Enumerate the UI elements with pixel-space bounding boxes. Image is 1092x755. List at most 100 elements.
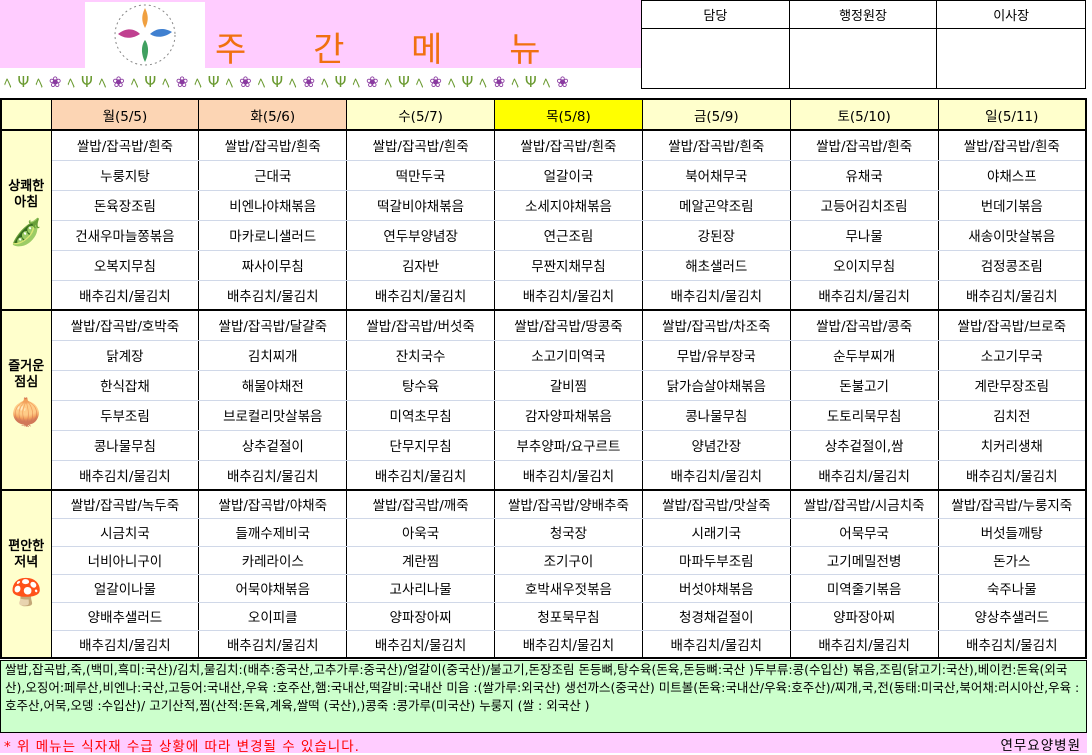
menu-item: 갈비찜 <box>494 370 643 401</box>
menu-row: 얼갈이나물 어묵야채볶음 고사리나물 호박새우젓볶음 버섯야채볶음 미역줄기볶음 숙주나물 <box>1 574 1087 603</box>
menu-item: 고기메밀전병 <box>789 546 939 575</box>
menu-item: 양배추샐러드 <box>50 602 200 631</box>
approval-label: 이사장 <box>937 1 1085 29</box>
menu-item: 청국장 <box>494 518 643 547</box>
menu-item: 쌀밥/잡곡밥/흰죽 <box>50 130 200 161</box>
menu-item: 얼갈이나물 <box>50 574 200 603</box>
approval-sign-box[interactable] <box>642 29 790 88</box>
menu-row: 오복지무침 짜사이무침 김자반 무짠지채무침 해초샐러드 오이지무침 검정콩조림 <box>1 250 1087 281</box>
menu-item: 너비아니구이 <box>50 546 200 575</box>
menu-item: 누룽지탕 <box>50 160 200 191</box>
menu-row: 돈육장조림 비엔나야채볶음 떡갈비야채볶음 소세지야채볶음 메알곤약조림 고등어김치조림 번… <box>1 190 1087 221</box>
menu-item: 양파장아찌 <box>346 602 496 631</box>
mushroom-icon: 🍄 <box>10 578 43 608</box>
day-header: 화(5/6) <box>198 98 348 131</box>
menu-item: 순두부찌개 <box>789 340 939 371</box>
menu-item: 소고기미역국 <box>494 340 643 371</box>
menu-item: 비엔나야채볶음 <box>198 190 348 221</box>
menu-item: 소세지야채볶음 <box>494 190 643 221</box>
menu-item: 계란찜 <box>346 546 496 575</box>
meal-label-text: 즐거운 <box>8 359 45 374</box>
menu-item: 쌀밥/잡곡밥/야채죽 <box>198 490 348 519</box>
menu-item: 배추김치/물김치 <box>198 630 348 659</box>
approval-label: 행정원장 <box>789 1 938 29</box>
menu-item: 쌀밥/잡곡밥/브로죽 <box>937 310 1087 341</box>
menu-item: 호박새우젓볶음 <box>494 574 643 603</box>
approval-sign-box[interactable] <box>790 29 938 88</box>
menu-item: 배추김치/물김치 <box>641 630 791 659</box>
hospital-logo <box>85 2 205 68</box>
menu-item: 해물야채전 <box>198 370 348 401</box>
meal-label-text: 저녁 <box>14 555 39 570</box>
menu-row: 양배추샐러드 오이피클 양파장아찌 청포묵무침 청경채겉절이 양파장아찌 양상추샐러드 <box>1 602 1087 631</box>
day-header: 일(5/11) <box>937 98 1087 131</box>
menu-row: 시금치국 들깨수제비국 아욱국 청국장 시래기국 어묵무국 버섯들깨탕 <box>1 518 1087 547</box>
menu-item: 떡갈비야채볶음 <box>346 190 496 221</box>
menu-item: 배추김치/물김치 <box>494 630 643 659</box>
menu-item: 시래기국 <box>641 518 791 547</box>
menu-row: 닭계장 김치찌개 잔치국수 소고기미역국 무밥/유부장국 순두부찌개 소고기무국 <box>1 340 1087 371</box>
menu-item: 쌀밥/잡곡밥/달걀죽 <box>198 310 348 341</box>
menu-item: 배추김치/물김치 <box>50 630 200 659</box>
menu-item: 돈육장조림 <box>50 190 200 221</box>
menu-item: 배추김치/물김치 <box>789 460 939 491</box>
meal-label-text: 아침 <box>14 195 39 210</box>
menu-item: 마카로니샐러드 <box>198 220 348 251</box>
day-header-row: 월(5/5) 화(5/6) 수(5/7) 목(5/8) 금(5/9) 토(5/10) 일(5… <box>0 98 1087 131</box>
menu-item: 근대국 <box>198 160 348 191</box>
menu-item: 떡만두국 <box>346 160 496 191</box>
menu-item: 치커리생채 <box>937 430 1087 461</box>
day-header: 토(5/10) <box>789 98 939 131</box>
menu-item: 새송이맛살볶음 <box>937 220 1087 251</box>
menu-item: 아욱국 <box>346 518 496 547</box>
menu-item: 쌀밥/잡곡밥/깨죽 <box>346 490 496 519</box>
menu-item: 숙주나물 <box>937 574 1087 603</box>
menu-item: 해초샐러드 <box>641 250 791 281</box>
menu-item: 청경채겉절이 <box>641 602 791 631</box>
menu-item: 무짠지채무침 <box>494 250 643 281</box>
menu-item: 들깨수제비국 <box>198 518 348 547</box>
menu-item: 고등어김치조림 <box>789 190 939 221</box>
menu-item: 상추겉절이 <box>198 430 348 461</box>
weekly-menu-table: 월(5/5) 화(5/6) 수(5/7) 목(5/8) 금(5/9) 토(5/10) 일(5… <box>0 98 1087 659</box>
menu-item: 짜사이무침 <box>198 250 348 281</box>
onion-icon: 🧅 <box>10 398 43 428</box>
menu-item: 무밥/유부장국 <box>641 340 791 371</box>
page-title: 주 간 메 뉴 <box>215 30 569 70</box>
menu-item: 배추김치/물김치 <box>789 630 939 659</box>
menu-item: 무나물 <box>789 220 939 251</box>
menu-item: 얼갈이국 <box>494 160 643 191</box>
menu-row: 두부조림 브로컬리맛살볶음 미역초무침 감자양파채볶음 콩나물무침 도토리묵무침 김치전 <box>1 400 1087 431</box>
menu-item: 닭가슴살야채볶음 <box>641 370 791 401</box>
menu-item: 어묵무국 <box>789 518 939 547</box>
menu-item: 양파장아찌 <box>789 602 939 631</box>
menu-item: 단무지무침 <box>346 430 496 461</box>
menu-row: 너비아니구이 카레라이스 계란찜 조기구이 마파두부조림 고기메밀전병 돈가스 <box>1 546 1087 575</box>
menu-item: 탕수육 <box>346 370 496 401</box>
menu-item: 콩나물무침 <box>50 430 200 461</box>
pea-pod-icon: 🫛 <box>10 218 43 248</box>
origin-note: 쌀밥,잡곡밥,죽,(백미,흑미:국산)/김치,물김치:(배추:중국산,고추가루:… <box>0 660 1087 733</box>
menu-item: 쌀밥/잡곡밥/흰죽 <box>494 130 643 161</box>
menu-item: 메알곤약조림 <box>641 190 791 221</box>
menu-item: 쌀밥/잡곡밥/흰죽 <box>937 130 1087 161</box>
menu-item: 마파두부조림 <box>641 546 791 575</box>
menu-item: 감자양파채볶음 <box>494 400 643 431</box>
menu-item: 쌀밥/잡곡밥/콩죽 <box>789 310 939 341</box>
menu-item: 오이피클 <box>198 602 348 631</box>
menu-item: 배추김치/물김치 <box>494 280 643 311</box>
menu-item: 쌀밥/잡곡밥/땅콩죽 <box>494 310 643 341</box>
approval-sign-box[interactable] <box>937 29 1085 88</box>
menu-item: 계란무장조림 <box>937 370 1087 401</box>
menu-item: 쌀밥/잡곡밥/누룽지죽 <box>937 490 1087 519</box>
menu-item: 두부조림 <box>50 400 200 431</box>
menu-row: 배추김치/물김치 배추김치/물김치 배추김치/물김치 배추김치/물김치 배추김치/물김치… <box>1 630 1087 659</box>
menu-item: 미역초무침 <box>346 400 496 431</box>
menu-item: 김치찌개 <box>198 340 348 371</box>
menu-item: 잔치국수 <box>346 340 496 371</box>
menu-item: 쌀밥/잡곡밥/흰죽 <box>346 130 496 161</box>
menu-item: 쌀밥/잡곡밥/시금치죽 <box>789 490 939 519</box>
menu-item: 배추김치/물김치 <box>641 280 791 311</box>
meal-label-text: 편안한 <box>8 539 45 554</box>
menu-item: 미역줄기볶음 <box>789 574 939 603</box>
